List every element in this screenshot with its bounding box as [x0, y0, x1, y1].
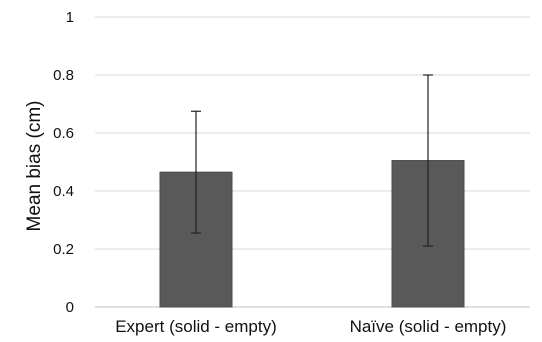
- y-tick-label: 0.6: [53, 125, 74, 142]
- error-bar: [423, 74, 433, 247]
- y-tick-label: 0: [66, 299, 74, 316]
- y-tick-label: 0.4: [53, 183, 74, 200]
- x-axis-labels: Expert (solid - empty) Naïve (solid - emp…: [115, 317, 506, 336]
- y-tick-label: 1: [66, 9, 74, 26]
- y-tick-label: 0.8: [53, 67, 74, 84]
- y-axis-ticks: 0 0.2 0.4 0.6 0.8 1: [53, 9, 74, 316]
- error-bar: [191, 110, 201, 234]
- error-bars: [191, 74, 433, 247]
- y-axis-title: Mean bias (cm): [24, 101, 45, 232]
- bars: [159, 160, 465, 308]
- x-category-label: Expert (solid - empty): [115, 317, 277, 336]
- y-tick-label: 0.2: [53, 241, 74, 258]
- x-category-label: Naïve (solid - empty): [350, 317, 507, 336]
